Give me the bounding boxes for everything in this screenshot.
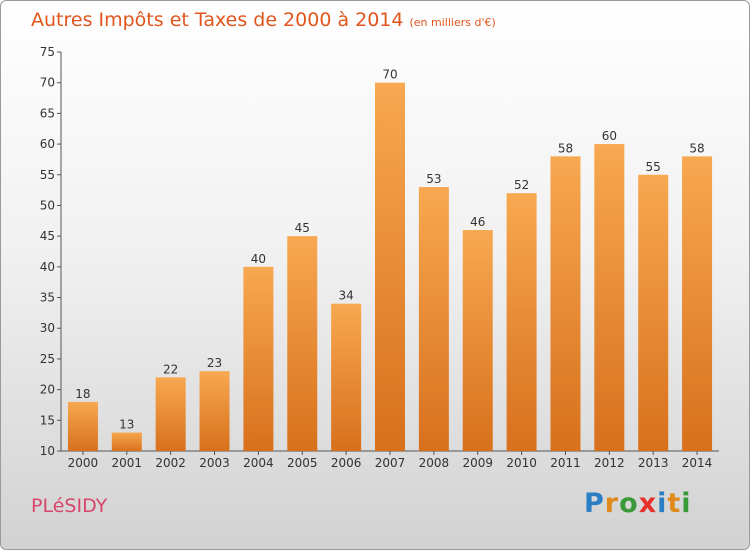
bar-2002 [155, 377, 186, 451]
logo-letter: r [604, 488, 620, 519]
bar-2003 [199, 371, 230, 451]
data-label-2004: 40 [251, 252, 266, 266]
logo-letter: i [657, 488, 668, 519]
bar-2006 [331, 303, 362, 451]
data-label-2009: 46 [470, 215, 485, 229]
x-tick-label-2011: 2011 [550, 456, 581, 470]
x-tick-label-2010: 2010 [506, 456, 537, 470]
bar-2001 [111, 432, 142, 451]
x-tick-label-2009: 2009 [462, 456, 493, 470]
x-tick-label-2006: 2006 [331, 456, 362, 470]
data-label-2001: 13 [119, 418, 134, 432]
y-tick-label: 20 [40, 383, 55, 397]
x-tick-label-2014: 2014 [682, 456, 713, 470]
x-tick-label-2004: 2004 [243, 456, 274, 470]
logo-letter: i [681, 488, 692, 519]
y-tick-label: 55 [40, 168, 55, 182]
data-label-2007: 70 [382, 68, 397, 82]
x-tick-label-2003: 2003 [199, 456, 230, 470]
bar-2014 [682, 156, 713, 451]
bar-2009 [462, 230, 493, 451]
bar-2004 [243, 266, 274, 451]
bar-2013 [638, 174, 669, 451]
y-tick-label: 60 [40, 137, 55, 151]
data-label-2012: 60 [602, 129, 617, 143]
data-label-2002: 22 [163, 362, 178, 376]
y-tick-label: 10 [40, 444, 55, 458]
data-label-2003: 23 [207, 356, 222, 370]
y-tick-label: 45 [40, 229, 55, 243]
bar-2005 [287, 236, 318, 451]
y-tick-label: 15 [40, 413, 55, 427]
data-label-2005: 45 [295, 221, 310, 235]
data-label-2013: 55 [646, 160, 661, 174]
data-label-2000: 18 [75, 387, 90, 401]
y-tick-label: 30 [40, 321, 55, 335]
y-tick-label: 70 [40, 76, 55, 90]
bar-2007 [375, 82, 405, 451]
bar-2011 [550, 156, 581, 451]
x-tick-label-2000: 2000 [68, 456, 99, 470]
bar-2000 [67, 401, 98, 451]
x-tick-label-2008: 2008 [419, 456, 450, 470]
x-tick-label-2002: 2002 [155, 456, 186, 470]
bar-2010 [506, 193, 537, 451]
data-label-2008: 53 [426, 172, 441, 186]
y-tick-label: 50 [40, 198, 55, 212]
data-label-2011: 58 [558, 141, 573, 155]
proxiti-logo: Proxiti [584, 488, 692, 519]
y-tick-label: 75 [40, 45, 55, 59]
x-tick-label-2012: 2012 [594, 456, 625, 470]
logo-letter: x [638, 488, 658, 519]
logo-letter: t [667, 488, 682, 519]
y-tick-label: 40 [40, 260, 55, 274]
data-label-2006: 34 [338, 289, 353, 303]
chart-subtitle: (en milliers d'€) [409, 16, 496, 29]
x-tick-label-2005: 2005 [287, 456, 318, 470]
title-text: Autres Impôts et Taxes de 2000 à 2014 [31, 9, 404, 31]
x-tick-label-2001: 2001 [112, 456, 143, 470]
bar-2008 [418, 187, 449, 452]
data-label-2014: 58 [689, 141, 704, 155]
commune-name: PLéSIDY [31, 495, 108, 517]
bar-2012 [594, 144, 625, 452]
x-tick-label-2007: 2007 [375, 456, 406, 470]
y-tick-label: 35 [40, 291, 55, 305]
y-tick-label: 65 [40, 106, 55, 120]
logo-letter: P [584, 488, 605, 519]
logo-letter: o [619, 488, 639, 519]
x-tick-label-2013: 2013 [638, 456, 669, 470]
data-label-2010: 52 [514, 178, 529, 192]
y-tick-label: 25 [40, 352, 55, 366]
chart-title: Autres Impôts et Taxes de 2000 à 2014 (en… [31, 9, 496, 31]
